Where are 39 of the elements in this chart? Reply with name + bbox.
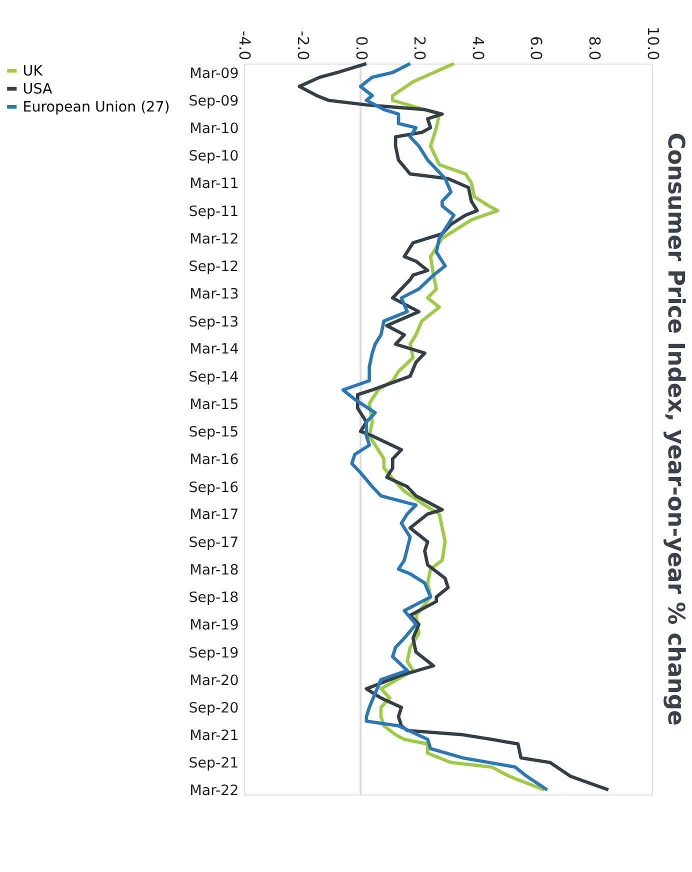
- text: Consumer Price Index, year-on-year % change: [662, 132, 688, 726]
- y-tick-label: Sep-10: [188, 148, 239, 165]
- y-tick-label: Sep-19: [188, 645, 239, 662]
- y-tick-label: Mar-17: [190, 507, 239, 524]
- y-tick-label: Mar-10: [190, 120, 239, 137]
- y-tick-label: Mar-14: [190, 342, 239, 358]
- x-tick-label: 2.0: [410, 36, 429, 60]
- y-tick-label: Mar-13: [190, 286, 239, 302]
- y-tick-label: Sep-09: [188, 94, 239, 110]
- x-tick-label: -4.0: [236, 30, 254, 60]
- legend-label: USA: [22, 82, 52, 98]
- y-tick-label: Sep-14: [188, 369, 239, 386]
- y-tick-label: Sep-13: [188, 314, 239, 330]
- y-tick-label: Sep-12: [188, 259, 239, 276]
- y-tick-label: Mar-20: [190, 672, 239, 689]
- y-tick-label: Mar-22: [190, 783, 239, 800]
- x-tick-label: 4.0: [468, 36, 487, 60]
- y-tick-label: Mar-12: [190, 231, 239, 248]
- y-tick-label: Sep-16: [188, 480, 239, 496]
- y-tick-label: Sep-21: [188, 756, 239, 772]
- y-tick-label: Sep-11: [188, 204, 239, 220]
- y-tick-label: Mar-18: [190, 562, 239, 578]
- y-tick-label: Mar-21: [190, 728, 239, 744]
- legend-label: European Union (27): [22, 100, 170, 116]
- legend-label: UK: [22, 63, 44, 80]
- y-tick-label: Mar-11: [190, 176, 239, 192]
- y-tick-label: Mar-09: [190, 66, 239, 82]
- x-tick-label: -2.0: [294, 30, 312, 60]
- y-tick-label: Sep-17: [188, 535, 239, 552]
- y-tick-label: Sep-15: [188, 424, 239, 441]
- x-tick-label: 8.0: [586, 36, 604, 60]
- y-tick-label: Sep-20: [188, 700, 239, 717]
- x-tick-label: 0.0: [352, 36, 370, 60]
- y-tick-label: Mar-16: [190, 452, 239, 468]
- x-tick-label: 6.0: [527, 36, 546, 60]
- x-tick-label: 10.0: [644, 26, 662, 60]
- y-tick-label: Mar-15: [190, 396, 239, 413]
- y-tick-label: Sep-18: [188, 590, 239, 606]
- y-tick-label: Mar-19: [190, 618, 239, 634]
